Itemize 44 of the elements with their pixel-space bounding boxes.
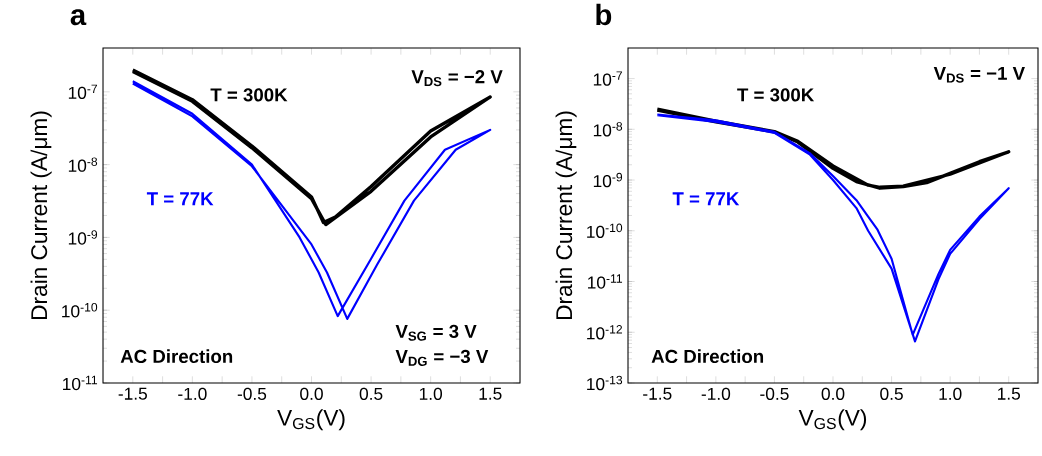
line-series: [656, 113, 1010, 343]
y-tick-label: 10$^{-13}$: [587, 375, 623, 391]
x-tick-label: 0.5: [359, 387, 383, 400]
x-tick-label: 1.5: [479, 387, 502, 400]
x-tick-label: -1.5: [118, 387, 147, 400]
x-tick-label: -1.5: [643, 387, 672, 400]
y-axis-title: Drain Current (A/μm): [555, 111, 577, 320]
x-tick-label: 0.5: [880, 387, 903, 400]
y-tick-label: 10$^{-7}$: [68, 84, 98, 99]
series-label: T = 300K: [210, 88, 288, 102]
y-tick-label: 10$^{-11}$: [63, 375, 98, 391]
y-tick-label: 10$^{-7}$: [593, 71, 623, 86]
annotation: V$_{DS}$ = −2 V: [411, 70, 503, 87]
x-tick-label: -0.5: [760, 387, 789, 400]
y-axis-title: Drain Current (A/μm): [30, 111, 52, 320]
annotation: AC Direction: [120, 349, 233, 364]
annotation: V$_{SG}$ = 3 V: [395, 324, 477, 341]
x-tick-label: 0.0: [821, 387, 845, 400]
y-tick-label: 10$^{-10}$: [62, 302, 98, 318]
y-tick-label: 10$^{-9}$: [68, 230, 98, 245]
series-label: T = 300K: [737, 88, 815, 102]
y-tick-label: 10$^{-10}$: [587, 223, 623, 238]
text: T = 77K: [146, 192, 214, 206]
y-tick-label: 10$^{-12}$: [587, 325, 622, 340]
text: T = 77K: [672, 192, 740, 206]
x-axis-title: V$_{GS}$(V): [277, 409, 345, 431]
x-tick-label: 1.0: [419, 387, 443, 400]
annotation: AC Direction: [651, 349, 764, 364]
y-tick-label: 10$^{-9}$: [593, 172, 623, 188]
x-tick-label: -0.5: [237, 387, 267, 400]
line-series: [131, 68, 492, 227]
y-tick-label: 10$^{-11}$: [588, 274, 623, 289]
x-axis-title: V$_{GS}$(V): [798, 409, 867, 431]
annotation: V$_{DG}$ = −3 V: [395, 349, 489, 366]
chart-title: a: [70, 9, 87, 26]
x-tick-label: 1.5: [997, 387, 1021, 400]
y-tick-label: 10$^{-8}$: [593, 122, 623, 137]
x-tick-label: -1.0: [701, 387, 731, 400]
x-tick-label: 0.0: [300, 387, 323, 400]
chart-title: b: [596, 3, 612, 26]
x-tick-label: 1.0: [939, 387, 962, 400]
y-tick-label: 10$^{-8}$: [68, 157, 98, 172]
x-tick-label: -1.0: [178, 387, 207, 400]
annotation: V$_{DS}$ = −1 V: [933, 66, 1025, 83]
